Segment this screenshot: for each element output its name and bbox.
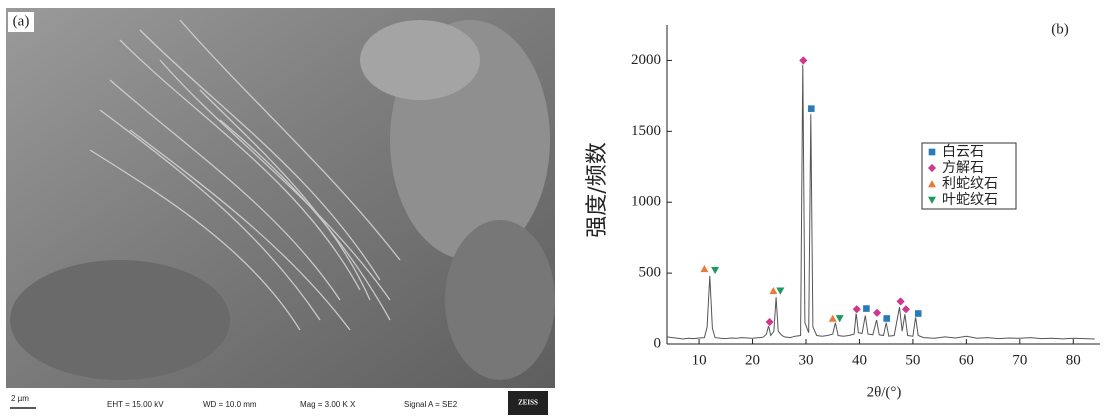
info-text: EHT = 15.00 kV [107, 400, 164, 409]
phase-marker [873, 308, 882, 317]
phase-marker [883, 315, 890, 322]
phase-marker [765, 318, 774, 327]
legend-label: 利蛇纹石 [942, 176, 998, 192]
phase-marker [808, 105, 815, 112]
x-tick-label: 60 [959, 352, 974, 368]
sem-blob [10, 260, 230, 380]
phase-marker [711, 267, 720, 275]
scale-label: 2 µm [11, 394, 29, 403]
phase-marker [896, 297, 905, 306]
y-tick-label: 500 [639, 265, 662, 281]
info-text: Mag = 3.00 K X [300, 400, 356, 409]
y-tick-label: 1500 [631, 123, 661, 139]
legend-label: 白云石 [942, 144, 984, 160]
x-tick-label: 10 [692, 352, 707, 368]
figure: (a) 2 µm EHT = 15.00 kV WD = 10.0 mm Mag… [0, 0, 1113, 418]
x-axis-title: 2θ/(°) [867, 384, 902, 400]
spectrum-line [667, 63, 1095, 339]
panel-label: (a) [13, 13, 30, 29]
sem-blob [360, 20, 480, 100]
y-tick-label: 0 [654, 335, 662, 351]
panel-label: (b) [1051, 21, 1069, 37]
x-tick-label: 80 [1066, 352, 1081, 368]
y-axis-title: 强度/频数 [585, 142, 610, 237]
phase-marker [901, 305, 910, 314]
x-tick-label: 30 [798, 352, 813, 368]
x-tick-label: 20 [745, 352, 760, 368]
legend-label: 叶蛇纹石 [942, 192, 998, 208]
phase-marker [700, 264, 709, 272]
page: (a) 2 µm EHT = 15.00 kV WD = 10.0 mm Mag… [0, 0, 1113, 418]
sem-image: (a) 2 µm EHT = 15.00 kV WD = 10.0 mm Mag… [6, 8, 555, 418]
x-tick-label: 50 [905, 352, 920, 368]
logo-text: ZEISS [518, 399, 538, 407]
x-tick-label: 40 [852, 352, 867, 368]
phase-marker [863, 305, 870, 312]
legend-label: 方解石 [942, 160, 984, 176]
sem-blob [445, 220, 555, 380]
info-bar [6, 388, 555, 418]
x-tick-label: 70 [1012, 352, 1027, 368]
legend-marker [928, 148, 935, 155]
phase-marker [915, 310, 922, 317]
phase-marker [852, 305, 861, 314]
phase-marker [799, 56, 808, 65]
info-text: WD = 10.0 mm [203, 400, 257, 409]
y-tick-label: 1000 [631, 194, 661, 210]
y-tick-label: 2000 [631, 52, 661, 68]
info-text: Signal A = SE2 [404, 400, 458, 409]
